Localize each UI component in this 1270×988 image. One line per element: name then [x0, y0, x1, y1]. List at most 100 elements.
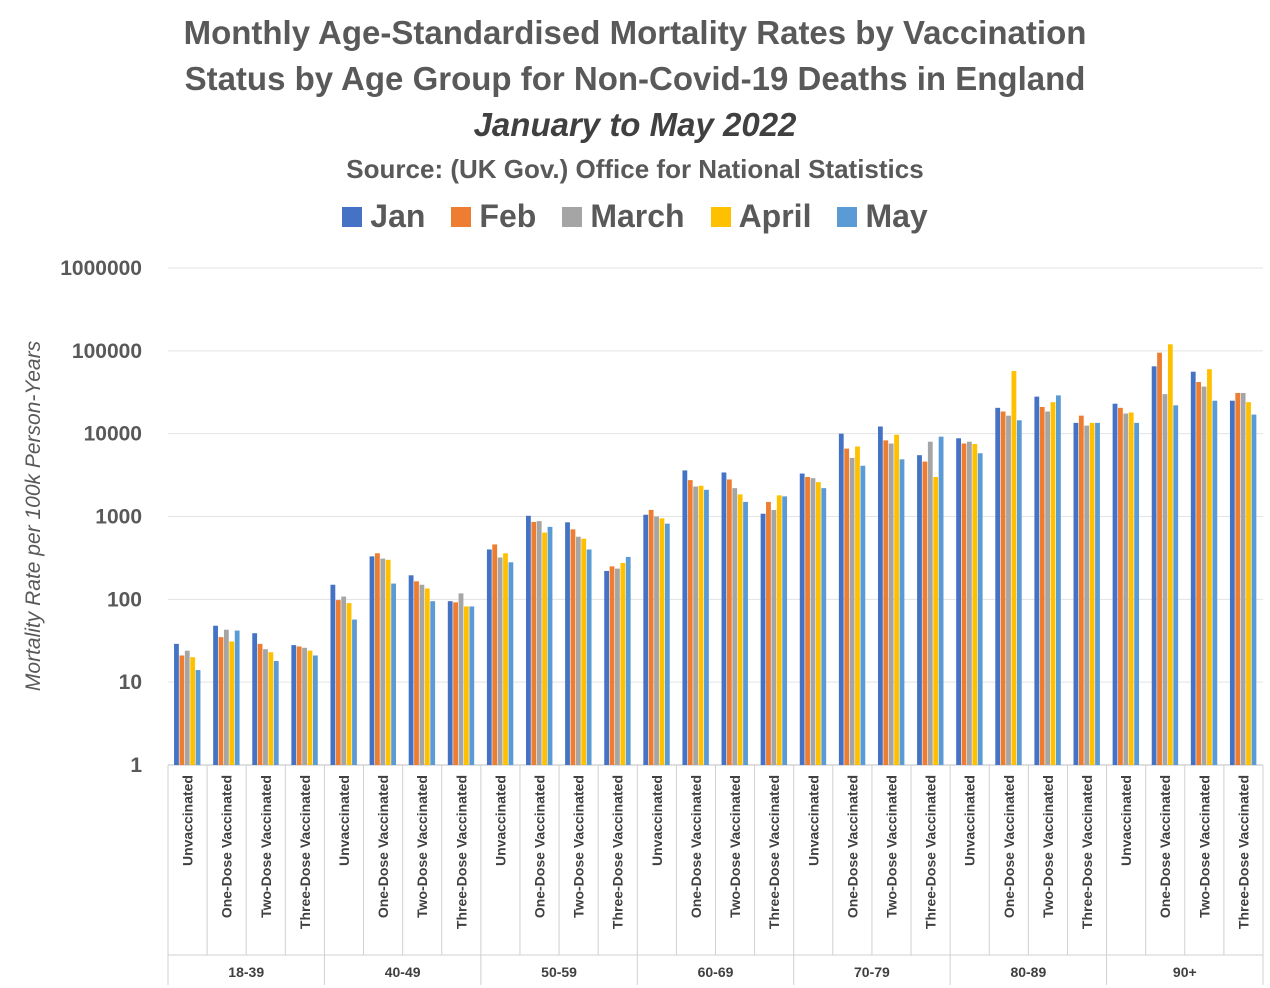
x-group-label: 70-79 — [854, 964, 890, 980]
bar-march — [223, 629, 229, 765]
chart-title-line-2: Status by Age Group for Non-Covid-19 Dea… — [184, 60, 1086, 97]
bar-feb — [1118, 407, 1123, 765]
legend-item-march: March — [562, 198, 685, 235]
bar-april — [385, 559, 391, 765]
bar-feb — [609, 566, 615, 765]
legend-swatch-april — [710, 206, 731, 227]
bar-april — [307, 650, 313, 765]
bar-march — [1240, 392, 1246, 765]
bar-jan — [877, 426, 883, 765]
bar-jan — [1034, 396, 1040, 765]
bar-april — [503, 553, 508, 765]
bar-march — [1084, 425, 1090, 765]
bar-may — [469, 606, 475, 765]
bar-feb — [922, 461, 928, 765]
x-category-label: One-Dose Vaccinated — [688, 775, 704, 918]
bar-april — [424, 588, 430, 765]
x-group-label: 50-59 — [541, 964, 577, 980]
bar-feb — [726, 479, 732, 765]
bar-may — [234, 630, 240, 765]
bar-feb — [1039, 406, 1045, 765]
bar-march — [536, 521, 542, 765]
legend-item-april: April — [710, 198, 811, 235]
chart-title-line-1: Monthly Age-Standardised Mortality Rates… — [183, 14, 1087, 51]
bar-march — [1045, 411, 1051, 765]
bar-march — [849, 457, 855, 765]
x-category-label: One-Dose Vaccinated — [375, 775, 391, 918]
chart-subtitle: January to May 2022 — [473, 106, 797, 143]
bar-may — [312, 655, 318, 765]
bar-march — [380, 558, 386, 765]
bar-march — [1006, 415, 1011, 765]
bar-may — [704, 489, 709, 765]
y-tick-label: 1 — [130, 754, 142, 777]
bar-feb — [335, 600, 341, 765]
x-category-label: Two-Dose Vaccinated — [1040, 775, 1056, 918]
x-category-label: Three-Dose Vaccinated — [766, 775, 782, 929]
bar-feb — [844, 448, 850, 765]
bar-march — [575, 536, 581, 765]
bar-jan — [213, 625, 218, 765]
bar-may — [977, 453, 983, 765]
bar-may — [430, 601, 436, 765]
bar-feb — [492, 544, 498, 765]
bar-feb — [531, 521, 537, 765]
bar-feb — [1235, 392, 1241, 765]
bar-march — [1123, 413, 1129, 765]
bar-jan — [1073, 422, 1079, 765]
bar-jan — [956, 438, 961, 765]
bar-feb — [218, 637, 224, 765]
bar-feb — [648, 509, 654, 765]
bar-jan — [604, 570, 610, 765]
x-category-label: Unvaccinated — [1118, 775, 1134, 866]
bar-april — [464, 606, 469, 765]
x-category-label: One-Dose Vaccinated — [1001, 775, 1017, 918]
bar-jan — [1112, 403, 1118, 765]
bar-march — [184, 650, 190, 765]
bar-jan — [174, 643, 179, 765]
bar-feb — [179, 655, 185, 765]
y-tick-label: 100000 — [72, 340, 142, 363]
x-category-label: Unvaccinated — [336, 775, 352, 866]
legend-swatch-may — [837, 206, 858, 227]
x-category-label: Two-Dose Vaccinated — [883, 775, 899, 918]
bar-feb — [766, 501, 771, 765]
bar-march — [263, 649, 268, 765]
bar-may — [195, 670, 201, 765]
bar-april — [346, 603, 352, 765]
bar-jan — [252, 633, 258, 765]
bar-jan — [721, 472, 727, 765]
bar-april — [268, 652, 274, 765]
bar-feb — [961, 443, 967, 765]
bar-march — [732, 488, 738, 765]
bar-may — [1134, 422, 1140, 765]
bar-may — [1212, 400, 1218, 765]
legend-item-feb: Feb — [451, 198, 536, 235]
x-category-label: Three-Dose Vaccinated — [610, 775, 626, 929]
x-category-label: Unvaccinated — [180, 775, 196, 866]
legend-item-may: May — [837, 198, 928, 235]
bar-may — [1056, 395, 1061, 765]
legend-label-jan: Jan — [370, 198, 426, 234]
bar-april — [620, 562, 626, 765]
bar-may — [938, 436, 944, 765]
bar-march — [888, 443, 894, 765]
bar-may — [743, 501, 748, 765]
bar-march — [302, 647, 307, 765]
bar-jan — [486, 549, 492, 765]
bar-jan — [917, 455, 922, 765]
y-tick-label: 1000 — [95, 506, 142, 529]
bar-march — [966, 441, 972, 765]
bar-march — [1162, 394, 1168, 765]
bar-april — [581, 538, 587, 765]
bar-may — [1173, 405, 1179, 765]
bar-feb — [257, 643, 263, 765]
bar-feb — [414, 581, 419, 765]
bar-jan — [1229, 400, 1235, 765]
bar-april — [815, 482, 821, 765]
legend-swatch-march — [562, 206, 583, 227]
bar-jan — [838, 433, 844, 765]
x-group-label: 60-69 — [698, 964, 734, 980]
bar-feb — [1196, 382, 1202, 765]
x-category-label: One-Dose Vaccinated — [532, 775, 548, 918]
